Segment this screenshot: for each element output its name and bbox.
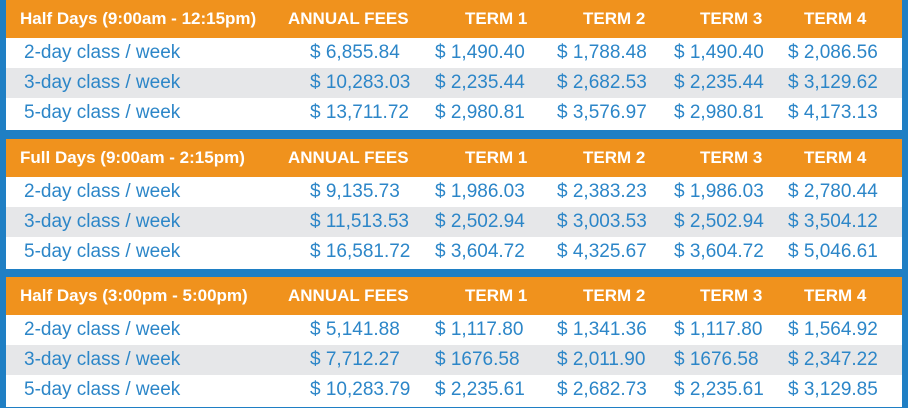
table-row: 2-day class / week $ 6,855.84 $ 1,490.40… [6, 38, 902, 68]
class-label: 5-day class / week [24, 102, 181, 123]
term-1-fee: $ 1,490.40 [435, 42, 525, 63]
col-header-term-4: TERM 4 [804, 9, 867, 28]
term-4-fee: $ 4,173.13 [788, 102, 878, 123]
term-1-fee: $ 1676.58 [435, 349, 520, 370]
term-2-fee: $ 3,003.53 [557, 211, 647, 232]
class-label: 5-day class / week [24, 241, 181, 262]
annual-fee: $ 16,581.72 [310, 241, 411, 262]
section-half-days-morning: Half Days (9:00am - 12:15pm) ANNUAL FEES… [6, 0, 902, 130]
section-header: Full Days (9:00am - 2:15pm) ANNUAL FEES … [6, 139, 902, 177]
table-row: 2-day class / week $ 5,141.88 $ 1,117.80… [6, 315, 902, 345]
term-4-fee: $ 3,129.85 [788, 379, 878, 400]
section-header: Half Days (9:00am - 12:15pm) ANNUAL FEES… [6, 0, 902, 38]
term-3-fee: $ 1,117.80 [674, 319, 763, 340]
annual-fee: $ 11,513.53 [310, 211, 409, 232]
table-row: 5-day class / week $ 10,283.79 $ 2,235.6… [6, 375, 902, 405]
term-2-fee: $ 2,011.90 [557, 349, 646, 370]
term-4-fee: $ 2,780.44 [788, 181, 878, 202]
term-1-fee: $ 2,235.44 [435, 72, 525, 93]
term-2-fee: $ 2,682.73 [557, 379, 647, 400]
table-row: 2-day class / week $ 9,135.73 $ 1,986.03… [6, 177, 902, 207]
class-label: 3-day class / week [24, 349, 181, 370]
col-header-term-2: TERM 2 [583, 286, 646, 305]
term-4-fee: $ 2,086.56 [788, 42, 878, 63]
annual-fee: $ 13,711.72 [310, 102, 409, 123]
col-header-term-2: TERM 2 [583, 148, 646, 167]
class-label: 2-day class / week [24, 181, 181, 202]
term-4-fee: $ 5,046.61 [788, 241, 878, 262]
section-title: Half Days (3:00pm - 5:00pm) [20, 286, 248, 305]
term-2-fee: $ 2,383.23 [557, 181, 647, 202]
term-4-fee: $ 3,504.12 [788, 211, 878, 232]
col-header-annual-fees: ANNUAL FEES [288, 9, 409, 28]
term-1-fee: $ 2,502.94 [435, 211, 525, 232]
col-header-term-2: TERM 2 [583, 9, 646, 28]
section-title: Half Days (9:00am - 12:15pm) [20, 9, 257, 28]
annual-fee: $ 6,855.84 [310, 42, 400, 63]
term-1-fee: $ 1,117.80 [435, 319, 524, 340]
term-1-fee: $ 2,235.61 [435, 379, 525, 400]
annual-fee: $ 10,283.79 [310, 379, 411, 400]
annual-fee: $ 7,712.27 [310, 349, 400, 370]
class-label: 5-day class / week [24, 379, 181, 400]
term-1-fee: $ 2,980.81 [435, 102, 525, 123]
col-header-annual-fees: ANNUAL FEES [288, 148, 409, 167]
col-header-term-4: TERM 4 [804, 286, 867, 305]
term-2-fee: $ 2,682.53 [557, 72, 647, 93]
term-4-fee: $ 1,564.92 [788, 319, 878, 340]
table-row: 3-day class / week $ 10,283.03 $ 2,235.4… [6, 68, 902, 98]
col-header-term-3: TERM 3 [700, 286, 763, 305]
col-header-term-1: TERM 1 [465, 9, 528, 28]
annual-fee: $ 10,283.03 [310, 72, 411, 93]
term-3-fee: $ 1676.58 [674, 349, 759, 370]
col-header-annual-fees: ANNUAL FEES [288, 286, 409, 305]
term-1-fee: $ 3,604.72 [435, 241, 525, 262]
term-3-fee: $ 1,490.40 [674, 42, 764, 63]
section-full-days: Full Days (9:00am - 2:15pm) ANNUAL FEES … [6, 139, 902, 269]
class-label: 3-day class / week [24, 211, 181, 232]
term-2-fee: $ 1,341.36 [557, 319, 647, 340]
col-header-term-1: TERM 1 [465, 148, 528, 167]
term-3-fee: $ 1,986.03 [674, 181, 764, 202]
section-header: Half Days (3:00pm - 5:00pm) ANNUAL FEES … [6, 277, 902, 315]
col-header-term-3: TERM 3 [700, 9, 763, 28]
term-3-fee: $ 2,235.44 [674, 72, 764, 93]
class-label: 2-day class / week [24, 319, 181, 340]
term-3-fee: $ 2,235.61 [674, 379, 764, 400]
term-2-fee: $ 1,788.48 [557, 42, 647, 63]
term-2-fee: $ 4,325.67 [557, 241, 647, 262]
table-row: 5-day class / week $ 13,711.72 $ 2,980.8… [6, 98, 902, 128]
section-half-days-afternoon: Half Days (3:00pm - 5:00pm) ANNUAL FEES … [6, 277, 902, 407]
col-header-term-4: TERM 4 [804, 148, 867, 167]
table-row: 5-day class / week $ 16,581.72 $ 3,604.7… [6, 237, 902, 267]
table-row: 3-day class / week $ 7,712.27 $ 1676.58 … [6, 345, 902, 375]
term-2-fee: $ 3,576.97 [557, 102, 647, 123]
annual-fee: $ 5,141.88 [310, 319, 400, 340]
term-3-fee: $ 3,604.72 [674, 241, 764, 262]
term-3-fee: $ 2,502.94 [674, 211, 764, 232]
class-label: 2-day class / week [24, 42, 181, 63]
table-row: 3-day class / week $ 11,513.53 $ 2,502.9… [6, 207, 902, 237]
col-header-term-1: TERM 1 [465, 286, 528, 305]
term-3-fee: $ 2,980.81 [674, 102, 764, 123]
annual-fee: $ 9,135.73 [310, 181, 400, 202]
term-4-fee: $ 2,347.22 [788, 349, 878, 370]
term-4-fee: $ 3,129.62 [788, 72, 878, 93]
section-title: Full Days (9:00am - 2:15pm) [20, 148, 245, 167]
col-header-term-3: TERM 3 [700, 148, 763, 167]
class-label: 3-day class / week [24, 72, 181, 93]
term-1-fee: $ 1,986.03 [435, 181, 525, 202]
